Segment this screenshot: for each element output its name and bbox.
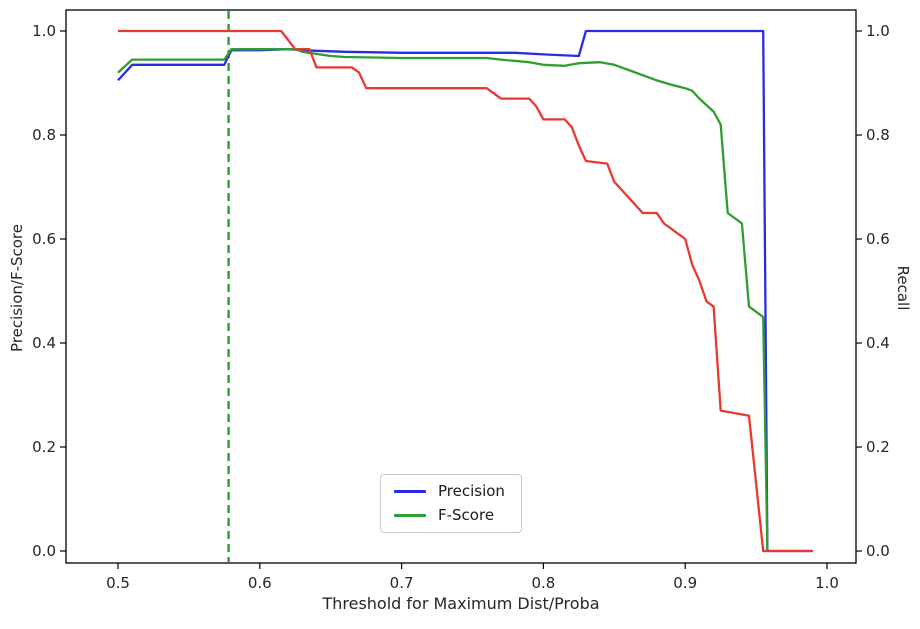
svg-text:0.6: 0.6 — [32, 230, 56, 248]
x-axis-label: Threshold for Maximum Dist/Proba — [322, 594, 600, 613]
svg-text:1.0: 1.0 — [32, 22, 56, 40]
svg-text:0.2: 0.2 — [32, 438, 56, 456]
svg-text:0.9: 0.9 — [673, 574, 697, 592]
svg-text:1.0: 1.0 — [815, 574, 839, 592]
y-axis-label-left: Precision/F-Score — [8, 223, 26, 353]
svg-text:0.6: 0.6 — [866, 230, 890, 248]
fscore-line-swatch — [394, 514, 426, 517]
precision-line-swatch — [394, 490, 426, 493]
legend-item-fscore: F-Score — [394, 508, 505, 523]
svg-text:0.8: 0.8 — [866, 126, 890, 144]
svg-text:0.0: 0.0 — [866, 542, 890, 560]
svg-text:0.5: 0.5 — [106, 574, 130, 592]
svg-text:0.6: 0.6 — [248, 574, 272, 592]
svg-text:1.0: 1.0 — [866, 22, 890, 40]
legend-label-fscore: F-Score — [438, 506, 495, 524]
svg-text:0.7: 0.7 — [390, 574, 414, 592]
legend: Precision F-Score — [380, 474, 522, 533]
svg-text:0.8: 0.8 — [32, 126, 56, 144]
svg-text:0.4: 0.4 — [32, 334, 56, 352]
svg-text:0.8: 0.8 — [531, 574, 555, 592]
legend-label-precision: Precision — [438, 482, 505, 500]
svg-text:0.2: 0.2 — [866, 438, 890, 456]
svg-text:0.0: 0.0 — [32, 542, 56, 560]
y-axis-label-right: Recall — [894, 265, 912, 311]
legend-item-precision: Precision — [394, 484, 505, 499]
svg-text:0.4: 0.4 — [866, 334, 890, 352]
